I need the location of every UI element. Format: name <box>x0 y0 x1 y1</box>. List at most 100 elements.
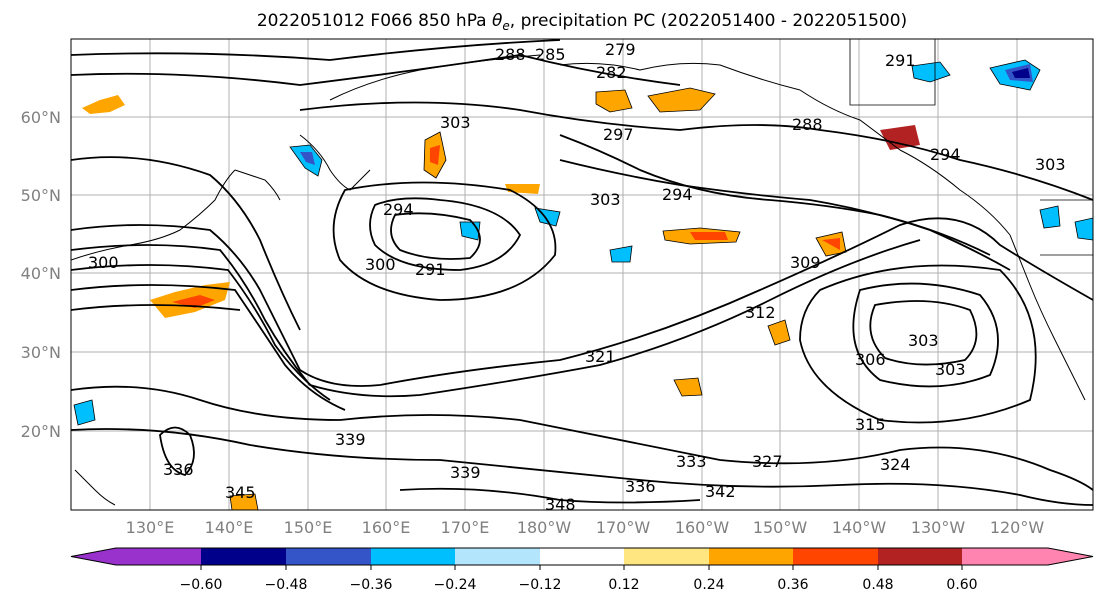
coast-alaska-gulf <box>799 89 1011 236</box>
contour-label: 303 <box>935 360 966 379</box>
lat-label: 50°N <box>21 186 61 205</box>
contour-label: 291 <box>415 260 446 279</box>
shade-positive <box>822 238 840 250</box>
contour-label: 300 <box>88 253 119 272</box>
contour-label: 348 <box>545 495 576 514</box>
contour-label: 285 <box>535 45 566 64</box>
colorbar-cell <box>286 548 371 565</box>
colorbar-tick-label: −0.12 <box>519 577 562 593</box>
colorbar-cells <box>70 547 1094 566</box>
coast-asia <box>71 169 236 261</box>
contour-line <box>159 426 195 476</box>
contour-label: 333 <box>676 452 707 471</box>
latitude-labels: 60°N 50°N 40°N 30°N 20°N <box>21 108 61 441</box>
contour-label: 315 <box>855 415 886 434</box>
lat-label: 60°N <box>21 108 61 127</box>
colorbar-tick-label: 0.12 <box>608 577 639 593</box>
contour-line <box>399 487 701 504</box>
colorbar-cell <box>878 548 962 565</box>
lon-label: 140°W <box>832 518 887 537</box>
contour-line <box>71 239 921 398</box>
lat-label: 40°N <box>21 264 61 283</box>
contour-line <box>71 385 1093 491</box>
colorbar-cell <box>201 548 286 565</box>
contour-line <box>71 428 1093 506</box>
shade-positive <box>229 493 259 510</box>
contour-line <box>332 181 557 301</box>
coast-korea <box>234 169 281 201</box>
contour-label: 300 <box>365 255 396 274</box>
shade-positive <box>690 232 728 240</box>
coast-kamchatka <box>299 134 371 191</box>
colorbar-tick-label: −0.24 <box>434 577 477 593</box>
colorbar-cell <box>793 548 878 565</box>
contour-line <box>71 264 331 401</box>
colorbar-cell <box>371 548 455 565</box>
contour-line <box>559 159 1011 271</box>
contour-label: 294 <box>662 185 693 204</box>
colorbar-cell <box>540 548 624 565</box>
contour-label: 306 <box>855 350 886 369</box>
contour-label: 327 <box>752 452 783 471</box>
shade-positive <box>595 89 633 113</box>
contour-line <box>71 304 241 311</box>
contour-line <box>869 300 978 366</box>
lon-label: 150°W <box>753 518 808 537</box>
contour-line <box>71 39 561 61</box>
contour-line <box>390 212 481 260</box>
colorbar-extend-min <box>71 548 201 565</box>
border-alaska <box>849 39 936 106</box>
colorbar-ticks <box>200 565 963 570</box>
lon-label: 130°E <box>126 518 175 537</box>
contour-label: 279 <box>605 40 636 59</box>
colorbar-cell <box>455 548 540 565</box>
lon-label: 120°W <box>990 518 1045 537</box>
contour-label: 309 <box>790 253 821 272</box>
lat-label: 20°N <box>21 422 61 441</box>
contour-label: 291 <box>885 51 916 70</box>
lon-label: 170°E <box>441 518 490 537</box>
contour-label: 342 <box>705 482 736 501</box>
colorbar-tick-label: −0.60 <box>180 577 223 593</box>
shade-positive <box>880 125 920 150</box>
colorbar-tick-label: −0.48 <box>265 577 308 593</box>
contour-label: 312 <box>745 303 776 322</box>
shade-negative <box>609 245 633 263</box>
coast-alaska-north <box>559 62 801 91</box>
lon-label: 160°W <box>675 518 730 537</box>
contour-label: 303 <box>590 190 621 209</box>
contour-label: 297 <box>603 125 634 144</box>
lon-label: 150°E <box>284 518 333 537</box>
shade-positive <box>673 377 703 397</box>
shade-negative <box>73 399 96 426</box>
contour-label: 282 <box>596 63 627 82</box>
map-frame <box>70 38 1094 511</box>
colorbar-cell <box>624 548 709 565</box>
shade-negative <box>300 152 315 165</box>
contour-line <box>369 197 522 271</box>
contour-line <box>71 156 301 331</box>
colorbar-cell <box>709 548 793 565</box>
contour-label: 339 <box>450 463 481 482</box>
contour-line <box>71 54 681 86</box>
graticule <box>71 39 1093 510</box>
contour-line <box>852 282 999 388</box>
plot-title: 2022051012 F066 850 hPa θe, precipitatio… <box>257 11 907 33</box>
colorbar-extend-max <box>962 548 1093 565</box>
lon-label: 140°E <box>205 518 254 537</box>
colorbar: −0.60 −0.48 −0.36 −0.24 −0.12 0.12 0.24 … <box>70 547 1094 593</box>
lat-label: 30°N <box>21 343 61 362</box>
map-panel: 279 282 285 288 288 291 291 294 294 294 … <box>70 38 1094 514</box>
contour-label: 294 <box>930 145 961 164</box>
contour-line <box>799 264 1037 424</box>
contour-label: 336 <box>163 460 194 479</box>
shade-positive <box>82 95 125 114</box>
shade-negative <box>1039 205 1061 229</box>
precip-pc-shading <box>73 59 1093 510</box>
colorbar-tick-label: 0.36 <box>777 577 808 593</box>
lon-label: 170°W <box>596 518 651 537</box>
coast-west-america <box>1009 234 1086 401</box>
lon-label: 180°W <box>517 518 572 537</box>
contour-label: 294 <box>383 200 414 219</box>
